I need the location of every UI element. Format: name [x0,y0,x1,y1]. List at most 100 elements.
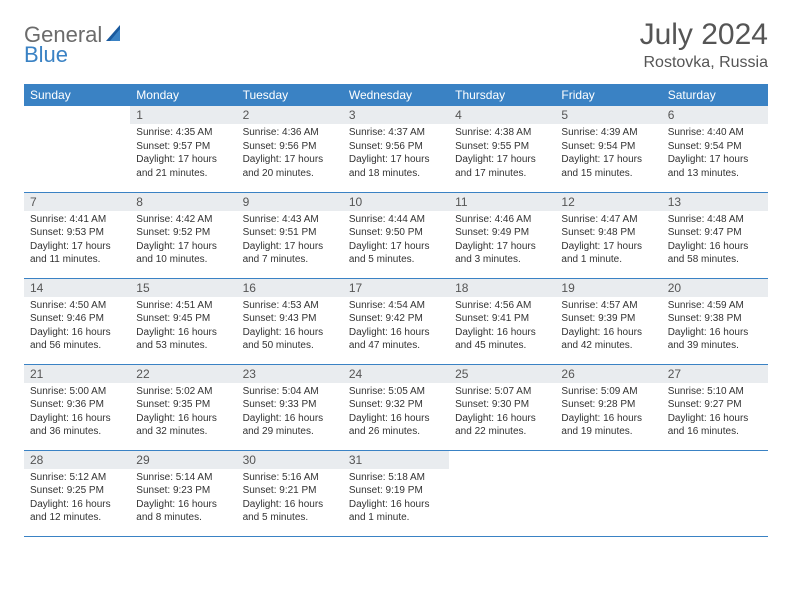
sunset-text: Sunset: 9:42 PM [349,312,443,326]
day-number: 5 [555,106,661,124]
sunset-text: Sunset: 9:53 PM [30,226,124,240]
day-number: 9 [237,193,343,211]
calendar-day-cell [555,450,661,536]
daylight-text: Daylight: 16 hours and 36 minutes. [30,412,124,439]
daylight-text: Daylight: 16 hours and 19 minutes. [561,412,655,439]
sunrise-text: Sunrise: 4:53 AM [243,299,337,313]
daylight-text: Daylight: 17 hours and 10 minutes. [136,240,230,267]
calendar-day-cell: 4Sunrise: 4:38 AMSunset: 9:55 PMDaylight… [449,106,555,192]
sunrise-text: Sunrise: 4:35 AM [136,126,230,140]
daylight-text: Daylight: 16 hours and 29 minutes. [243,412,337,439]
calendar-table: SundayMondayTuesdayWednesdayThursdayFrid… [24,84,768,537]
calendar-body: 1Sunrise: 4:35 AMSunset: 9:57 PMDaylight… [24,106,768,536]
sunrise-text: Sunrise: 4:38 AM [455,126,549,140]
sunset-text: Sunset: 9:19 PM [349,484,443,498]
sunrise-text: Sunrise: 5:12 AM [30,471,124,485]
day-number: 27 [662,365,768,383]
calendar-day-cell: 30Sunrise: 5:16 AMSunset: 9:21 PMDayligh… [237,450,343,536]
daylight-text: Daylight: 17 hours and 15 minutes. [561,153,655,180]
calendar-week-row: 1Sunrise: 4:35 AMSunset: 9:57 PMDaylight… [24,106,768,192]
calendar-day-cell: 22Sunrise: 5:02 AMSunset: 9:35 PMDayligh… [130,364,236,450]
day-content: Sunrise: 5:00 AMSunset: 9:36 PMDaylight:… [24,383,130,443]
day-number: 29 [130,451,236,469]
sunset-text: Sunset: 9:54 PM [561,140,655,154]
weekday-header: Thursday [449,84,555,106]
sunrise-text: Sunrise: 5:18 AM [349,471,443,485]
daylight-text: Daylight: 16 hours and 45 minutes. [455,326,549,353]
daylight-text: Daylight: 16 hours and 5 minutes. [243,498,337,525]
calendar-day-cell: 13Sunrise: 4:48 AMSunset: 9:47 PMDayligh… [662,192,768,278]
sunrise-text: Sunrise: 4:56 AM [455,299,549,313]
calendar-day-cell: 1Sunrise: 4:35 AMSunset: 9:57 PMDaylight… [130,106,236,192]
calendar-week-row: 28Sunrise: 5:12 AMSunset: 9:25 PMDayligh… [24,450,768,536]
sunrise-text: Sunrise: 4:48 AM [668,213,762,227]
calendar-week-row: 14Sunrise: 4:50 AMSunset: 9:46 PMDayligh… [24,278,768,364]
day-number: 24 [343,365,449,383]
sunrise-text: Sunrise: 5:16 AM [243,471,337,485]
sunrise-text: Sunrise: 4:41 AM [30,213,124,227]
day-number: 28 [24,451,130,469]
daylight-text: Daylight: 16 hours and 26 minutes. [349,412,443,439]
daylight-text: Daylight: 16 hours and 16 minutes. [668,412,762,439]
month-title: July 2024 [640,18,768,52]
day-content: Sunrise: 5:12 AMSunset: 9:25 PMDaylight:… [24,469,130,529]
calendar-day-cell: 21Sunrise: 5:00 AMSunset: 9:36 PMDayligh… [24,364,130,450]
daylight-text: Daylight: 16 hours and 39 minutes. [668,326,762,353]
sunrise-text: Sunrise: 4:40 AM [668,126,762,140]
day-content: Sunrise: 4:42 AMSunset: 9:52 PMDaylight:… [130,211,236,271]
sunrise-text: Sunrise: 4:47 AM [561,213,655,227]
calendar-day-cell: 2Sunrise: 4:36 AMSunset: 9:56 PMDaylight… [237,106,343,192]
sunrise-text: Sunrise: 5:02 AM [136,385,230,399]
calendar-day-cell: 10Sunrise: 4:44 AMSunset: 9:50 PMDayligh… [343,192,449,278]
day-content: Sunrise: 5:16 AMSunset: 9:21 PMDaylight:… [237,469,343,529]
sunset-text: Sunset: 9:50 PM [349,226,443,240]
sunset-text: Sunset: 9:21 PM [243,484,337,498]
sunset-text: Sunset: 9:43 PM [243,312,337,326]
sunrise-text: Sunrise: 4:51 AM [136,299,230,313]
daylight-text: Daylight: 17 hours and 11 minutes. [30,240,124,267]
sunrise-text: Sunrise: 5:00 AM [30,385,124,399]
calendar-day-cell: 29Sunrise: 5:14 AMSunset: 9:23 PMDayligh… [130,450,236,536]
day-number: 30 [237,451,343,469]
day-number: 4 [449,106,555,124]
daylight-text: Daylight: 16 hours and 58 minutes. [668,240,762,267]
day-content: Sunrise: 4:35 AMSunset: 9:57 PMDaylight:… [130,124,236,184]
day-content: Sunrise: 4:46 AMSunset: 9:49 PMDaylight:… [449,211,555,271]
sunrise-text: Sunrise: 5:05 AM [349,385,443,399]
sunrise-text: Sunrise: 5:09 AM [561,385,655,399]
day-content: Sunrise: 4:43 AMSunset: 9:51 PMDaylight:… [237,211,343,271]
weekday-header: Wednesday [343,84,449,106]
sunrise-text: Sunrise: 4:57 AM [561,299,655,313]
day-content: Sunrise: 4:36 AMSunset: 9:56 PMDaylight:… [237,124,343,184]
day-content: Sunrise: 5:07 AMSunset: 9:30 PMDaylight:… [449,383,555,443]
sunrise-text: Sunrise: 5:10 AM [668,385,762,399]
daylight-text: Daylight: 16 hours and 56 minutes. [30,326,124,353]
sunrise-text: Sunrise: 4:50 AM [30,299,124,313]
sunset-text: Sunset: 9:47 PM [668,226,762,240]
sunrise-text: Sunrise: 4:39 AM [561,126,655,140]
sunrise-text: Sunrise: 4:44 AM [349,213,443,227]
calendar-day-cell: 20Sunrise: 4:59 AMSunset: 9:38 PMDayligh… [662,278,768,364]
daylight-text: Daylight: 17 hours and 3 minutes. [455,240,549,267]
daylight-text: Daylight: 16 hours and 47 minutes. [349,326,443,353]
calendar-day-cell: 8Sunrise: 4:42 AMSunset: 9:52 PMDaylight… [130,192,236,278]
calendar-day-cell: 15Sunrise: 4:51 AMSunset: 9:45 PMDayligh… [130,278,236,364]
calendar-day-cell: 28Sunrise: 5:12 AMSunset: 9:25 PMDayligh… [24,450,130,536]
day-content: Sunrise: 5:04 AMSunset: 9:33 PMDaylight:… [237,383,343,443]
sunset-text: Sunset: 9:30 PM [455,398,549,412]
calendar-day-cell: 14Sunrise: 4:50 AMSunset: 9:46 PMDayligh… [24,278,130,364]
day-content: Sunrise: 4:48 AMSunset: 9:47 PMDaylight:… [662,211,768,271]
day-content: Sunrise: 5:18 AMSunset: 9:19 PMDaylight:… [343,469,449,529]
daylight-text: Daylight: 16 hours and 50 minutes. [243,326,337,353]
day-content: Sunrise: 4:37 AMSunset: 9:56 PMDaylight:… [343,124,449,184]
calendar-day-cell [662,450,768,536]
day-content: Sunrise: 4:47 AMSunset: 9:48 PMDaylight:… [555,211,661,271]
sunset-text: Sunset: 9:35 PM [136,398,230,412]
calendar-week-row: 7Sunrise: 4:41 AMSunset: 9:53 PMDaylight… [24,192,768,278]
title-block: July 2024 Rostovka, Russia [640,18,768,72]
day-number: 7 [24,193,130,211]
day-number: 8 [130,193,236,211]
day-content: Sunrise: 4:57 AMSunset: 9:39 PMDaylight:… [555,297,661,357]
sunset-text: Sunset: 9:57 PM [136,140,230,154]
daylight-text: Daylight: 17 hours and 18 minutes. [349,153,443,180]
